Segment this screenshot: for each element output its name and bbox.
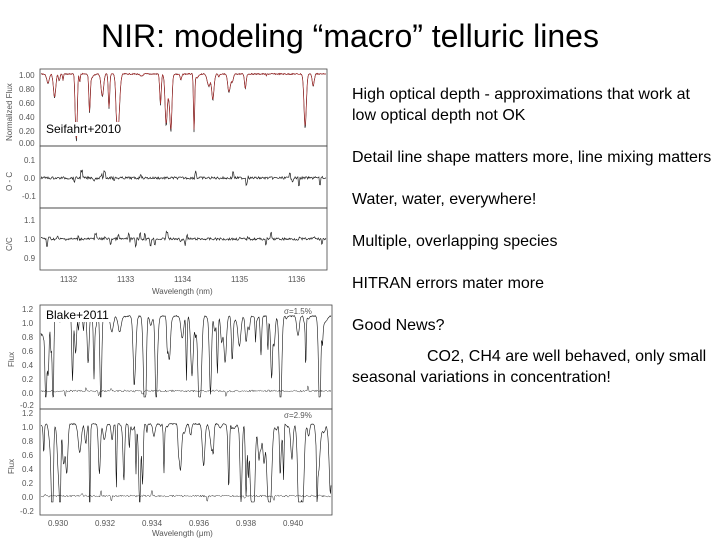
bullet-item: Water, water, everywhere!: [352, 191, 537, 208]
figure-blake: Flux Flux 1.2 1.0 0.8 0.6 0.4 0.2 0.0 -0…: [2, 302, 340, 538]
p3-tick: 0.9: [24, 254, 36, 263]
bpanel2-residual: [41, 489, 331, 502]
bpanel1-spectrum: [40, 314, 332, 398]
b2-tick: 0.8: [22, 437, 34, 446]
bx-tick: 0.936: [189, 519, 210, 528]
b2-tick: 1.2: [22, 409, 34, 418]
bullet-item: Good News?: [352, 317, 445, 334]
panel3-frame: [39, 207, 328, 271]
bx-tick: 0.930: [48, 519, 69, 528]
b1-tick: -0.2: [20, 401, 34, 410]
bullet-item: Detail line shape matters more, line mix…: [352, 149, 712, 166]
panel2-residual: [40, 169, 327, 187]
slide-title: NIR: modeling “macro” telluric lines: [101, 18, 599, 54]
b2-tick: 0.6: [22, 451, 34, 460]
bullet-item: High optical depth - approximations that…: [352, 86, 690, 124]
bpanel2-spectrum: [40, 422, 332, 503]
panel2-ylabel: O - C: [5, 172, 14, 191]
b1-tick: 0.8: [22, 333, 34, 342]
p2-tick: -0.1: [22, 192, 36, 201]
x-tick: 1133: [117, 275, 135, 284]
x-tick: 1132: [60, 275, 78, 284]
b2-tick: -0.2: [20, 507, 34, 516]
panel1-ylabel: Normalized Flux: [5, 83, 14, 141]
b1-tick: 0.6: [22, 347, 34, 356]
citation-blake: Blake+2011: [44, 308, 111, 322]
bx-tick: 0.934: [142, 519, 163, 528]
x-tick: 1134: [174, 275, 192, 284]
b1-tick: 1.0: [22, 319, 34, 328]
b1-tick: 0.2: [22, 375, 34, 384]
sigma-label: σ=1.5%: [284, 307, 312, 316]
p1-tick: 0.60: [19, 99, 35, 108]
b1-tick: 0.4: [22, 361, 34, 370]
p1-tick: 0.20: [19, 127, 35, 136]
b2-tick: 0.0: [22, 493, 34, 502]
bullet-item: HITRAN errors mater more: [352, 275, 545, 292]
p1-tick: 0.40: [19, 113, 35, 122]
bx-tick: 0.938: [236, 519, 257, 528]
b2-tick: 0.2: [22, 479, 34, 488]
p1-tick: 1.00: [19, 71, 35, 80]
bullet-item: CO2, CH4 are well behaved, only small se…: [352, 348, 707, 386]
bpanel1-ylabel: Flux: [7, 352, 16, 367]
panel1-model-spectrum: [40, 72, 327, 139]
bullet-item: Multiple, overlapping species: [352, 233, 558, 250]
figure-blake-plot: Flux Flux 1.2 1.0 0.8 0.6 0.4 0.2 0.0 -0…: [7, 304, 333, 538]
b2-tick: 0.4: [22, 465, 34, 474]
panel3-ylabel: C/C: [5, 237, 14, 251]
x-axis-label: Wavelength (μm): [152, 529, 213, 538]
x-tick: 1136: [288, 275, 306, 284]
figure-seifahrt-plot: Normalized Flux O - C C/C 1.00 0.80 0.60…: [5, 68, 328, 296]
bpanel1-residual: [40, 385, 332, 398]
panel3-ratio: [40, 230, 327, 248]
x-tick: 1135: [231, 275, 249, 284]
p2-tick: 0.1: [24, 156, 36, 165]
b1-tick: 0.0: [22, 389, 34, 398]
x-axis-label: Wavelength (nm): [152, 287, 213, 296]
sigma-label: σ=2.9%: [284, 411, 312, 420]
p2-tick: 0.0: [24, 174, 36, 183]
bpanel2-ylabel: Flux: [7, 459, 16, 474]
bx-tick: 0.932: [95, 519, 116, 528]
p1-tick: 0.00: [19, 139, 35, 148]
bpanel2-frame: [39, 408, 333, 516]
b1-tick: 1.2: [22, 305, 34, 314]
b2-tick: 1.0: [22, 423, 34, 432]
bullet-list: High optical depth - approximations that…: [352, 84, 712, 409]
p1-tick: 0.80: [19, 85, 35, 94]
figure-seifahrt: Normalized Flux O - C C/C 1.00 0.80 0.60…: [2, 66, 330, 298]
citation-seifahrt: Seifahrt+2010: [44, 122, 124, 136]
p3-tick: 1.0: [24, 235, 36, 244]
p3-tick: 1.1: [24, 216, 36, 225]
bx-tick: 0.940: [283, 519, 304, 528]
